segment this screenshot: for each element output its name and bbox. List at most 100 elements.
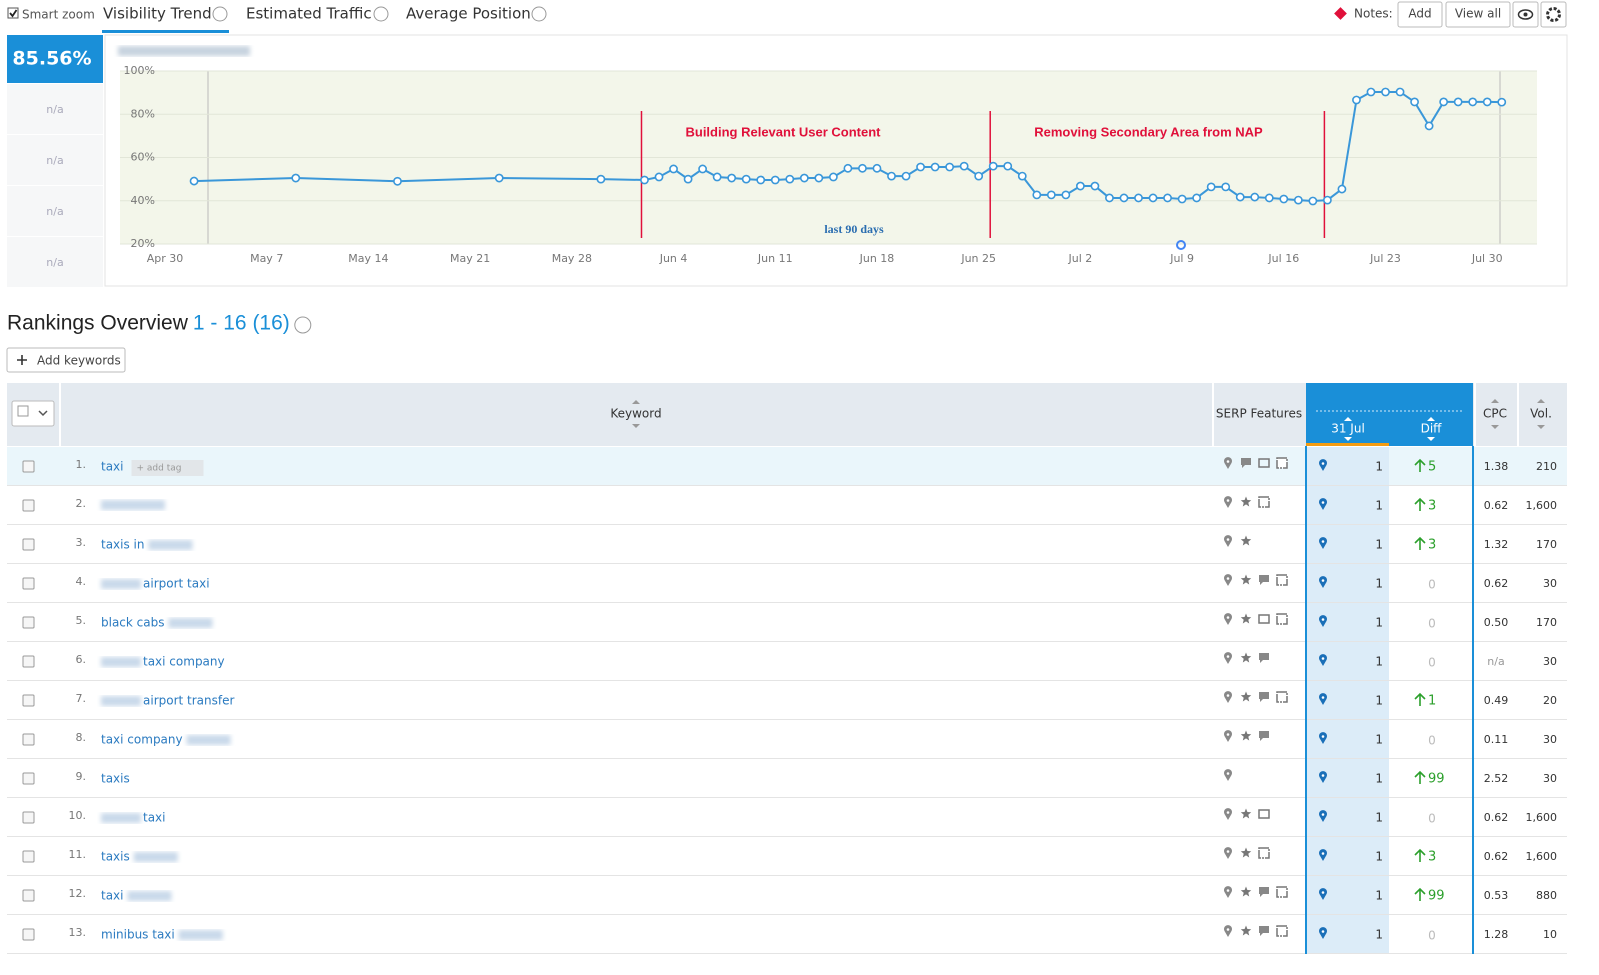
keyword-link[interactable]: airport transfer xyxy=(143,694,234,708)
row-checkbox[interactable] xyxy=(22,850,35,863)
data-point xyxy=(189,176,199,186)
star-icon xyxy=(1240,574,1252,585)
blurred-domain xyxy=(118,46,250,56)
pin-icon xyxy=(1319,888,1328,900)
date-header xyxy=(1306,383,1473,446)
row-checkbox[interactable] xyxy=(22,772,35,785)
diff: 1 xyxy=(1428,694,1436,709)
diff: 0 xyxy=(1428,578,1436,592)
cpc: 0.62 xyxy=(1484,499,1509,512)
pin-icon xyxy=(1319,810,1328,822)
row-checkbox[interactable] xyxy=(22,694,35,707)
keyword-link[interactable]: taxis in xyxy=(101,538,145,552)
diff: 0 xyxy=(1428,734,1436,748)
col-diff[interactable]: Diff xyxy=(1421,422,1443,436)
pin-icon xyxy=(1224,535,1232,547)
info-icon[interactable] xyxy=(373,6,389,22)
data-point xyxy=(814,173,824,183)
col-date[interactable]: 31 Jul xyxy=(1331,422,1365,436)
up-arrow xyxy=(1414,692,1426,706)
data-point xyxy=(858,163,867,173)
blurred-keyword xyxy=(101,696,141,706)
position: 1 xyxy=(1375,811,1383,825)
data-point xyxy=(1090,181,1100,191)
add-tag[interactable] xyxy=(131,460,204,476)
col-cpc[interactable]: CPC xyxy=(1483,407,1507,421)
data-point xyxy=(872,163,882,173)
check xyxy=(9,9,18,18)
up-arrow xyxy=(1414,770,1426,784)
data-point xyxy=(1395,87,1405,97)
settings-button[interactable] xyxy=(1540,1,1567,28)
data-point xyxy=(1453,97,1463,107)
add-keywords-button[interactable] xyxy=(6,347,126,373)
pin-icon xyxy=(1224,847,1232,859)
data-point xyxy=(1381,87,1390,97)
tab[interactable]: Visibility Trend xyxy=(103,5,212,23)
x-tick-label: Jun 18 xyxy=(859,252,895,265)
row-checkbox[interactable] xyxy=(22,577,35,590)
row-checkbox[interactable] xyxy=(22,733,35,746)
keyword-link[interactable]: taxi xyxy=(143,811,166,825)
row-checkbox[interactable] xyxy=(22,499,35,512)
row-checkbox[interactable] xyxy=(22,928,35,941)
col-vol[interactable]: Vol. xyxy=(1530,407,1552,421)
star-icon xyxy=(1240,847,1252,858)
col-serp: SERP Features xyxy=(1216,407,1302,421)
keyword-link[interactable]: airport taxi xyxy=(143,577,210,591)
data-point xyxy=(1279,194,1289,204)
keyword-link[interactable]: black cabs xyxy=(101,616,165,630)
keyword-link[interactable]: taxis xyxy=(101,772,130,786)
data-point xyxy=(494,173,504,183)
pin-dot xyxy=(1321,930,1325,933)
data-point xyxy=(741,174,751,184)
data-point xyxy=(1206,182,1216,192)
row-checkbox[interactable] xyxy=(22,538,35,551)
data-point xyxy=(1221,182,1231,192)
add-keywords-label: Add keywords xyxy=(37,354,121,368)
keyword-link[interactable]: minibus taxi xyxy=(101,928,175,942)
add-note-button[interactable] xyxy=(1397,1,1443,28)
row-checkbox[interactable] xyxy=(22,616,35,629)
view-all-button[interactable] xyxy=(1445,1,1511,28)
data-point xyxy=(828,172,838,182)
row-checkbox[interactable] xyxy=(22,889,35,902)
col-keyword[interactable]: Keyword xyxy=(610,407,661,421)
keyword-link[interactable]: taxi xyxy=(101,460,124,474)
info-icon[interactable] xyxy=(212,6,228,22)
row-checkbox[interactable] xyxy=(22,655,35,668)
diff: 0 xyxy=(1428,929,1436,943)
pin-dot xyxy=(1226,733,1230,736)
pin-dot xyxy=(1226,772,1230,775)
keyword-link[interactable]: taxi company xyxy=(143,655,225,669)
smart-zoom-checkbox[interactable] xyxy=(7,7,19,19)
volume: 10 xyxy=(1543,928,1557,941)
blurred-keyword xyxy=(101,657,141,667)
data-point xyxy=(1497,97,1507,107)
keyword-link[interactable]: taxi company xyxy=(101,733,183,747)
data-point xyxy=(669,164,678,174)
data-point xyxy=(1410,97,1419,107)
info-icon[interactable] xyxy=(531,6,547,22)
data-point xyxy=(727,173,737,183)
keyword-link[interactable]: taxis xyxy=(101,850,130,864)
cpc: 0.62 xyxy=(1484,577,1509,590)
diff: 3 xyxy=(1428,850,1436,865)
cpc: 0.50 xyxy=(1484,616,1509,629)
tab[interactable]: Average Position xyxy=(406,5,531,23)
row-checkbox[interactable] xyxy=(22,460,35,473)
rankings-range: 1 - 16 (16) xyxy=(193,312,290,335)
diff: 99 xyxy=(1428,772,1445,787)
up-arrow xyxy=(1414,458,1426,472)
data-point xyxy=(1337,184,1347,194)
info-icon[interactable] xyxy=(294,316,312,334)
row-checkbox[interactable] xyxy=(22,811,35,824)
star-icon xyxy=(1240,613,1252,624)
pin-dot xyxy=(1226,616,1230,619)
data-point xyxy=(887,171,896,181)
pin-icon xyxy=(1319,849,1328,861)
row-number: 10. xyxy=(69,809,87,822)
tab[interactable]: Estimated Traffic xyxy=(246,5,372,23)
summary-na: n/a xyxy=(46,154,63,167)
keyword-link[interactable]: taxi xyxy=(101,889,124,903)
